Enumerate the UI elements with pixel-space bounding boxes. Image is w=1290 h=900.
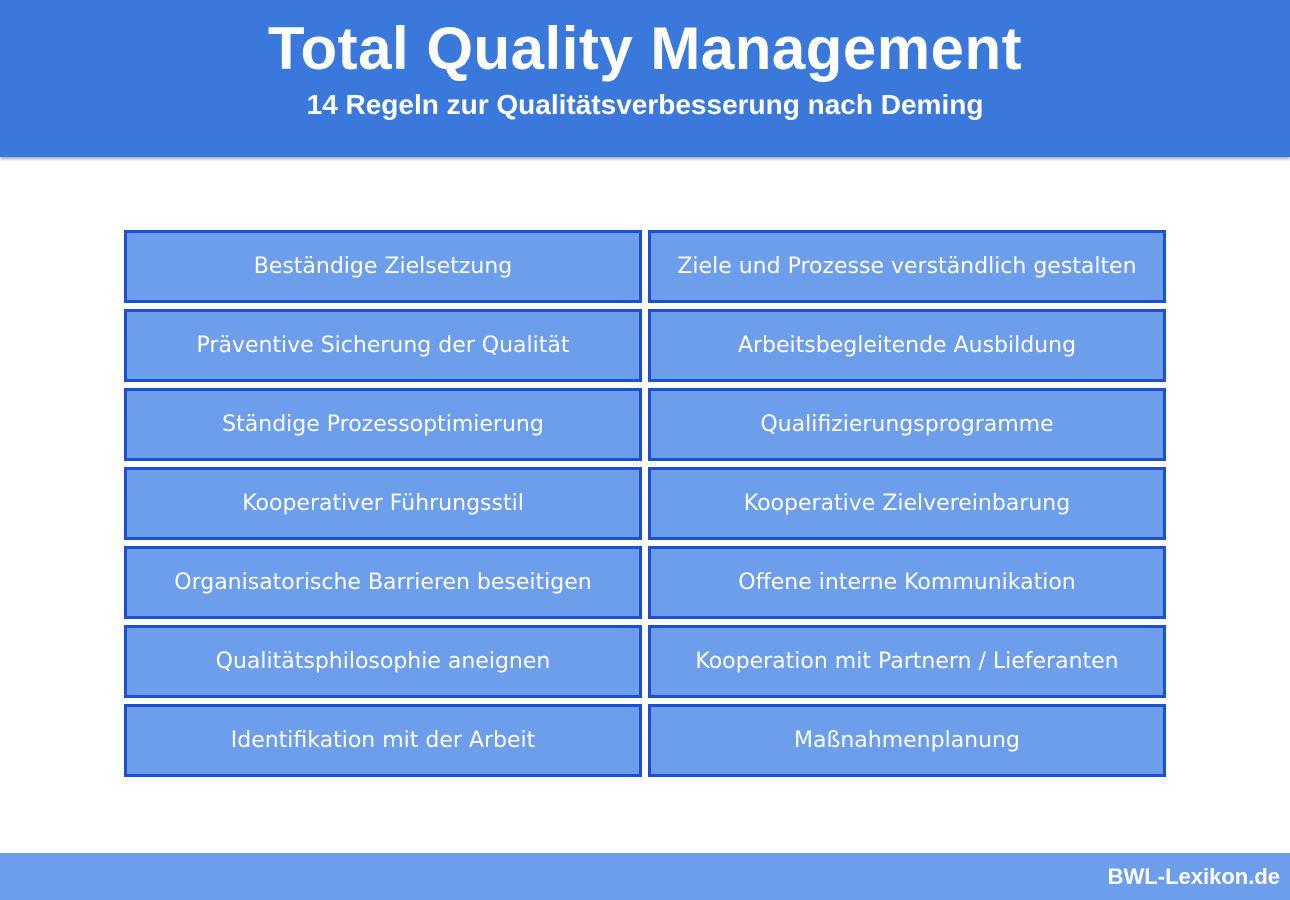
rule-box: Arbeitsbegleitende Ausbildung	[648, 309, 1166, 382]
rule-box: Ziele und Prozesse verständlich gestalte…	[648, 230, 1166, 303]
header-banner: Total Quality Management 14 Regeln zur Q…	[0, 0, 1290, 157]
rule-box: Qualitätsphilosophie aneignen	[124, 625, 642, 698]
footer-bar: BWL-Lexikon.de	[0, 853, 1290, 900]
rule-box: Maßnahmenplanung	[648, 704, 1166, 777]
page-title: Total Quality Management	[267, 15, 1023, 82]
rule-box: Ständige Prozessoptimierung	[124, 388, 642, 461]
footer-brand: BWL-Lexikon.de	[1107, 864, 1280, 889]
rule-box: Organisatorische Barrieren beseitigen	[124, 546, 642, 619]
rule-box: Kooperation mit Partnern / Lieferanten	[648, 625, 1166, 698]
rule-box: Beständige Zielsetzung	[124, 230, 642, 303]
page-subtitle: 14 Regeln zur Qualitätsverbesserung nach…	[306, 89, 984, 120]
rule-box: Offene interne Kommunikation	[648, 546, 1166, 619]
rule-box: Kooperative Zielvereinbarung	[648, 467, 1166, 540]
rule-box: Identifikation mit der Arbeit	[124, 704, 642, 777]
rule-box: Qualifizierungsprogramme	[648, 388, 1166, 461]
rules-grid: Beständige Zielsetzung Ziele und Prozess…	[124, 230, 1166, 777]
rule-box: Präventive Sicherung der Qualität	[124, 309, 642, 382]
rule-box: Kooperativer Führungsstil	[124, 467, 642, 540]
